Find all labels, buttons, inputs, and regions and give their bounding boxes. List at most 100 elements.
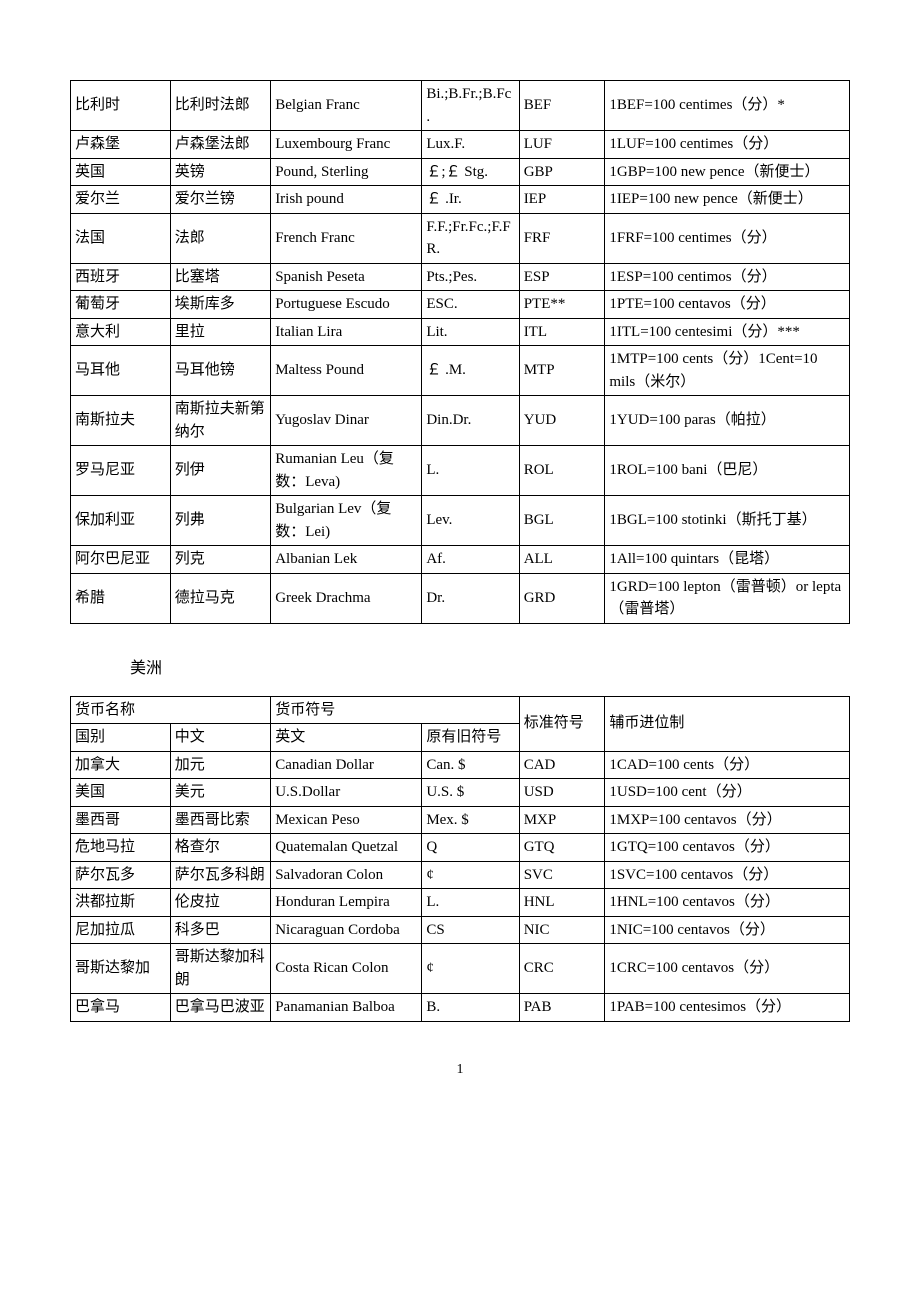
currency-table-2: 货币名称 货币符号 标准符号 辅币进位制 国别 中文 英文 原有旧符号 加拿大加… <box>70 696 850 1022</box>
table-cell: 1GTQ=100 centavos（分） <box>605 834 850 862</box>
table-cell: SVC <box>519 861 605 889</box>
table-cell: 1PAB=100 centesimos（分） <box>605 994 850 1022</box>
table-cell: 萨尔瓦多 <box>71 861 171 889</box>
table-cell: Honduran Lempira <box>271 889 422 917</box>
table-cell: 1MXP=100 centavos（分） <box>605 806 850 834</box>
table-cell: Salvadoran Colon <box>271 861 422 889</box>
table-cell: Canadian Dollar <box>271 751 422 779</box>
table-header-row-1: 货币名称 货币符号 标准符号 辅币进位制 <box>71 696 850 724</box>
table-cell: 法郎 <box>170 213 270 263</box>
table-cell: 里拉 <box>170 318 270 346</box>
table-cell: Lit. <box>422 318 519 346</box>
table-cell: 英国 <box>71 158 171 186</box>
table-cell: 1CAD=100 cents（分） <box>605 751 850 779</box>
table-cell: ESP <box>519 263 605 291</box>
table-cell: 哥斯达黎加 <box>71 944 171 994</box>
table-cell: L. <box>422 889 519 917</box>
table-row: 英国英镑Pound, Sterling￡;￡ Stg.GBP1GBP=100 n… <box>71 158 850 186</box>
table-cell: GRD <box>519 573 605 623</box>
currency-table-1: 比利时比利时法郎Belgian FrancBi.;B.Fr.;B.Fc.BEF1… <box>70 80 850 624</box>
table-cell: 法国 <box>71 213 171 263</box>
table-cell: Costa Rican Colon <box>271 944 422 994</box>
table-cell: IEP <box>519 186 605 214</box>
table-cell: Nicaraguan Cordoba <box>271 916 422 944</box>
table-cell: Portuguese Escudo <box>271 291 422 319</box>
table-cell: 墨西哥比索 <box>170 806 270 834</box>
header-english: 英文 <box>271 724 422 752</box>
table-cell: MTP <box>519 346 605 396</box>
table-cell: 南斯拉夫新第纳尔 <box>170 396 270 446</box>
table-cell: Af. <box>422 546 519 574</box>
table-cell: 伦皮拉 <box>170 889 270 917</box>
table-cell: 1LUF=100 centimes（分） <box>605 131 850 159</box>
table-cell: ESC. <box>422 291 519 319</box>
table-cell: Q <box>422 834 519 862</box>
table-cell: 1CRC=100 centavos（分） <box>605 944 850 994</box>
table-cell: 德拉马克 <box>170 573 270 623</box>
table-cell: Mex. $ <box>422 806 519 834</box>
table-cell: 尼加拉瓜 <box>71 916 171 944</box>
page-number: 1 <box>70 1062 850 1078</box>
table-cell: ALL <box>519 546 605 574</box>
table-row: 保加利亚列弗Bulgarian Lev（复数：Lei)Lev.BGL1BGL=1… <box>71 496 850 546</box>
table-cell: CRC <box>519 944 605 994</box>
table-cell: 英镑 <box>170 158 270 186</box>
table-cell: 保加利亚 <box>71 496 171 546</box>
table-cell: 哥斯达黎加科朗 <box>170 944 270 994</box>
table-cell: 列弗 <box>170 496 270 546</box>
table-row: 卢森堡卢森堡法郎Luxembourg FrancLux.F.LUF1LUF=10… <box>71 131 850 159</box>
table-cell: 比利时 <box>71 81 171 131</box>
table-cell: BGL <box>519 496 605 546</box>
table-cell: 科多巴 <box>170 916 270 944</box>
table-row: 意大利里拉Italian LiraLit.ITL1ITL=100 centesi… <box>71 318 850 346</box>
table-cell: B. <box>422 994 519 1022</box>
table-cell: 墨西哥 <box>71 806 171 834</box>
table-cell: Belgian Franc <box>271 81 422 131</box>
table-cell: 爱尔兰 <box>71 186 171 214</box>
table-cell: 卢森堡 <box>71 131 171 159</box>
table-row: 西班牙比塞塔Spanish PesetaPts.;Pes.ESP1ESP=100… <box>71 263 850 291</box>
table-row: 比利时比利时法郎Belgian FrancBi.;B.Fr.;B.Fc.BEF1… <box>71 81 850 131</box>
table-cell: Spanish Peseta <box>271 263 422 291</box>
table-row: 加拿大加元Canadian DollarCan. $CAD1CAD=100 ce… <box>71 751 850 779</box>
header-country: 国别 <box>71 724 171 752</box>
table-cell: 卢森堡法郎 <box>170 131 270 159</box>
header-old-symbol: 原有旧符号 <box>422 724 519 752</box>
table-cell: 马耳他 <box>71 346 171 396</box>
table-row: 南斯拉夫南斯拉夫新第纳尔Yugoslav DinarDin.Dr.YUD1YUD… <box>71 396 850 446</box>
table-cell: 马耳他镑 <box>170 346 270 396</box>
table-cell: USD <box>519 779 605 807</box>
table-row: 墨西哥墨西哥比索Mexican PesoMex. $MXP1MXP=100 ce… <box>71 806 850 834</box>
table-cell: CS <box>422 916 519 944</box>
table-cell: Lux.F. <box>422 131 519 159</box>
table-cell: ¢ <box>422 944 519 994</box>
table-row: 洪都拉斯伦皮拉Honduran LempiraL.HNL1HNL=100 cen… <box>71 889 850 917</box>
table-row: 阿尔巴尼亚列克Albanian LekAf.ALL1All=100 quinta… <box>71 546 850 574</box>
table-cell: Can. $ <box>422 751 519 779</box>
table-row: 美国美元U.S.DollarU.S. $USD1USD=100 cent（分） <box>71 779 850 807</box>
table-cell: Din.Dr. <box>422 396 519 446</box>
table-cell: French Franc <box>271 213 422 263</box>
table-cell: 比利时法郎 <box>170 81 270 131</box>
table-cell: 美国 <box>71 779 171 807</box>
table-row: 爱尔兰爱尔兰镑Irish pound￡ .Ir.IEP1IEP=100 new … <box>71 186 850 214</box>
table-cell: 加拿大 <box>71 751 171 779</box>
table-cell: Maltess Pound <box>271 346 422 396</box>
header-chinese: 中文 <box>170 724 270 752</box>
table-cell: 1GRD=100 lepton（雷普顿）or lepta（雷普塔） <box>605 573 850 623</box>
table-cell: PTE** <box>519 291 605 319</box>
header-currency-name: 货币名称 <box>71 696 271 724</box>
table-cell: BEF <box>519 81 605 131</box>
table-cell: 1MTP=100 cents（分）1Cent=10 mils（米尔） <box>605 346 850 396</box>
table-cell: 南斯拉夫 <box>71 396 171 446</box>
table-cell: ROL <box>519 446 605 496</box>
table-cell: 阿尔巴尼亚 <box>71 546 171 574</box>
table-cell: ¢ <box>422 861 519 889</box>
table-cell: 1HNL=100 centavos（分） <box>605 889 850 917</box>
table-row: 巴拿马巴拿马巴波亚Panamanian BalboaB.PAB1PAB=100 … <box>71 994 850 1022</box>
table-row: 希腊德拉马克Greek DrachmaDr.GRD1GRD=100 lepton… <box>71 573 850 623</box>
table-cell: Yugoslav Dinar <box>271 396 422 446</box>
table-cell: YUD <box>519 396 605 446</box>
table-cell: ￡;￡ Stg. <box>422 158 519 186</box>
table-cell: 埃斯库多 <box>170 291 270 319</box>
